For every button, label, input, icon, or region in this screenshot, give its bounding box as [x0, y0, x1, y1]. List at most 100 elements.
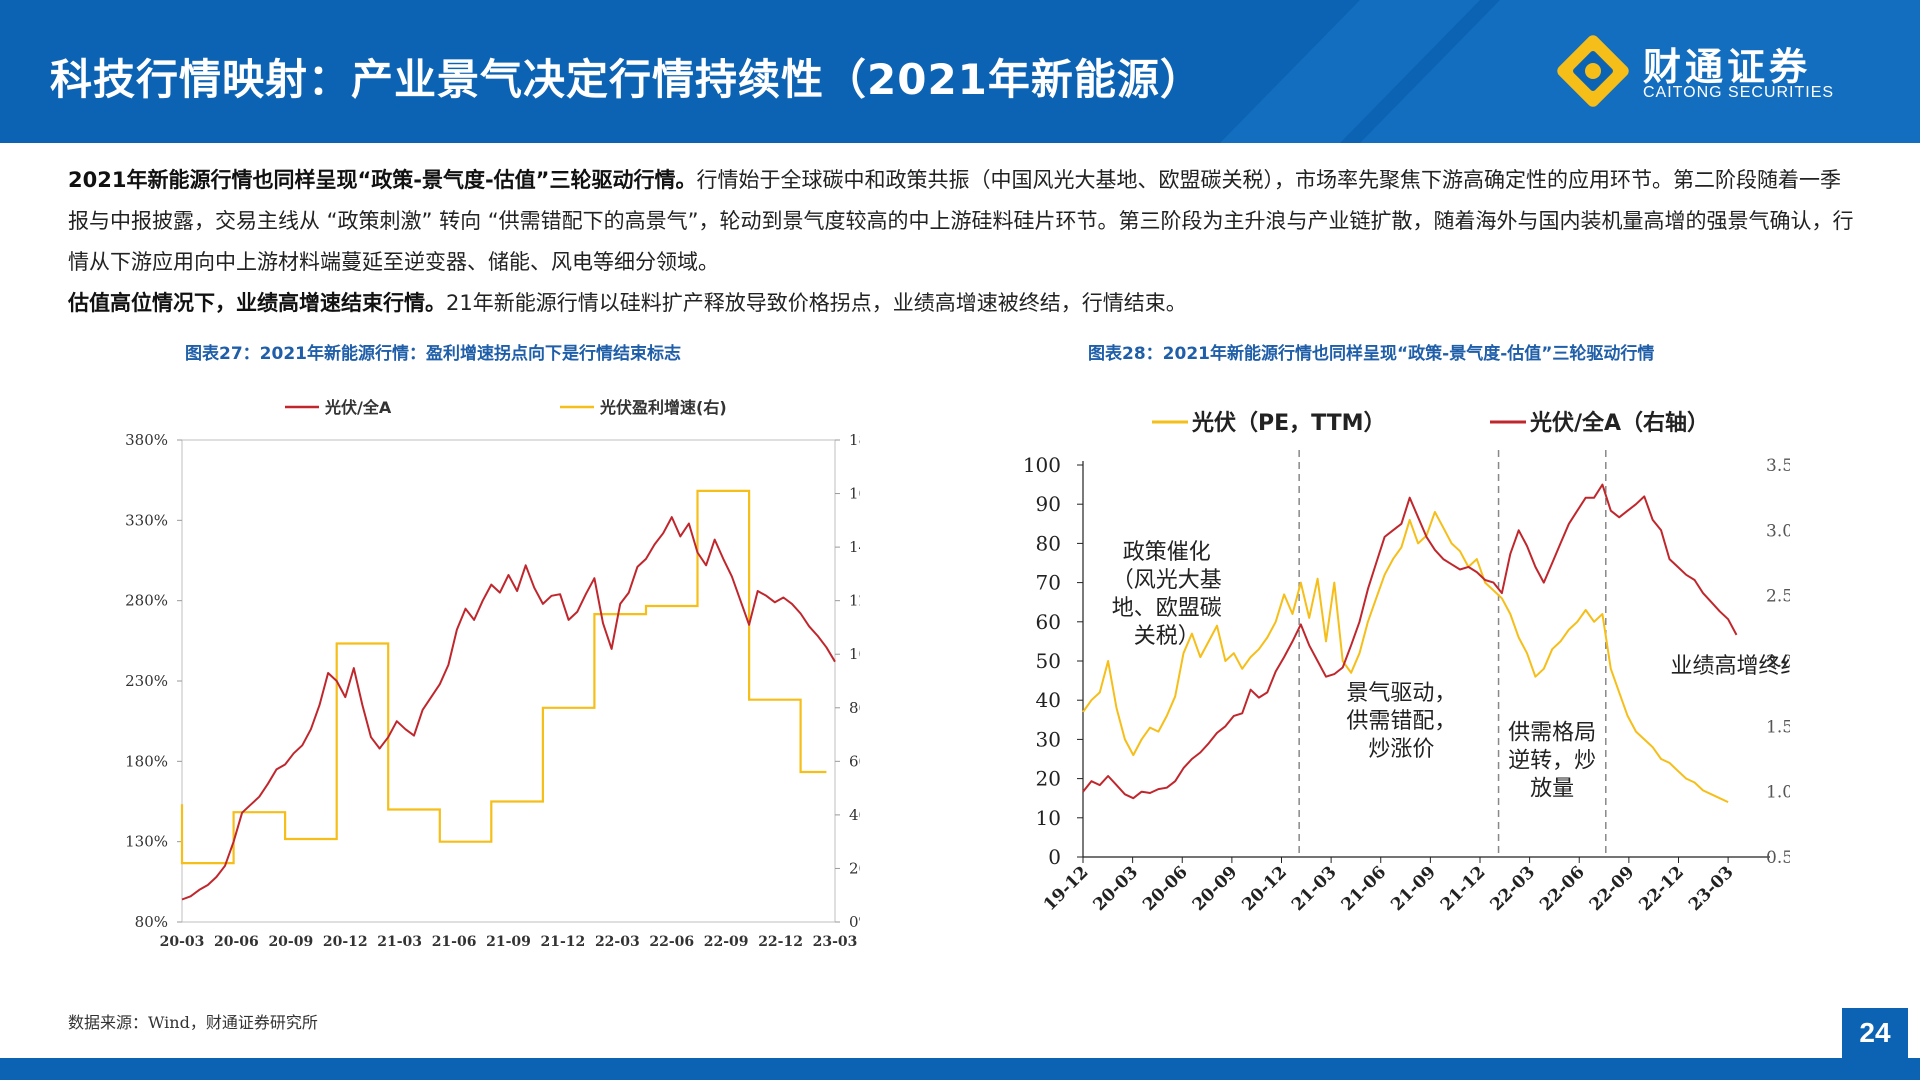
legend-label-1: 光伏/全A（右轴）	[1529, 410, 1709, 436]
y-right-tick-label: 2.0	[1766, 652, 1790, 672]
y-left-tick-label: 10	[1036, 806, 1061, 830]
annotation-1-line-1: 供需错配，	[1346, 709, 1456, 734]
x-tick-label: 21-03	[1288, 862, 1341, 915]
x-tick-label: 20-12	[323, 934, 368, 950]
caitong-logo-icon	[1557, 35, 1629, 107]
y-left-tick-label: 70	[1036, 571, 1061, 595]
annotation-0-line-0: 政策催化	[1123, 540, 1211, 565]
x-tick-label: 20-06	[1139, 862, 1192, 915]
y-left-tick-label: 380%	[125, 431, 168, 449]
y-right-tick-label: 3.0	[1766, 521, 1790, 541]
y-left-tick-label: 50	[1036, 649, 1061, 673]
x-tick-label: 22-06	[649, 934, 694, 950]
y-right-tick-label: 140%	[849, 538, 860, 556]
plot-frame	[181, 439, 836, 923]
y-left-tick-label: 90	[1036, 492, 1061, 516]
y-left-tick-label: 40	[1036, 688, 1061, 712]
annotation-3-line-0: 业绩高增终结	[1670, 654, 1790, 679]
chart-left-caption: 图表27：2021年新能源行情：盈利增速拐点向下是行情结束标志	[185, 344, 681, 364]
legend-label-0: 光伏（PE，TTM）	[1191, 410, 1386, 436]
y-left-tick-label: 0	[1048, 845, 1061, 869]
annotation-0-line-3: 关税）	[1134, 624, 1200, 649]
paragraph-1: 2021年新能源行情也同样呈现“政策-景气度-估值”三轮驱动行情。行情始于全球碳…	[68, 160, 1858, 283]
legend-label-1: 光伏盈利增速(右)	[599, 398, 727, 417]
header-bar: 科技行情映射：产业景气决定行情持续性（2021年新能源） 财通证券 CAITON…	[0, 0, 1920, 143]
x-tick-label: 21-09	[486, 934, 531, 950]
legend-label-0: 光伏/全A	[324, 398, 392, 417]
x-tick-label: 21-12	[541, 934, 586, 950]
annotation-0-line-1: （风光大基	[1112, 568, 1222, 593]
chart-left: 光伏/全A 光伏盈利增速(右) 80% 130% 180% 230% 280% 330% 380…	[125, 398, 860, 950]
series-earnings-growth-line	[180, 489, 827, 865]
y-left-tick-label: 20	[1036, 767, 1061, 791]
y-left-tick-label: 60	[1036, 610, 1061, 634]
x-tick-label: 23-03	[1685, 862, 1738, 915]
x-tick-label: 23-03	[813, 934, 858, 950]
header-decoration	[1220, 0, 1920, 143]
y-left-tick-label: 180%	[125, 752, 168, 770]
x-tick-label: 20-06	[214, 934, 259, 950]
y-left-tick-label: 30	[1036, 727, 1061, 751]
x-tick-label: 20-03	[160, 934, 205, 950]
y-left-tick-label: 100	[1023, 453, 1061, 477]
y-left-tick-label: 230%	[125, 672, 168, 690]
page-title: 科技行情映射：产业景气决定行情持续性（2021年新能源）	[50, 55, 1203, 104]
y-left-tick-label: 80%	[135, 913, 168, 931]
y-left-tick-label: 80	[1036, 531, 1061, 555]
y-right-tick-label: 60%	[849, 752, 860, 770]
paragraph-2: 估值高位情况下，业绩高增速结束行情。21年新能源行情以硅料扩产释放导致价格拐点，…	[68, 283, 1858, 324]
y-right-tick-label: 100%	[849, 645, 860, 663]
footer-bar	[0, 1058, 1920, 1080]
annotation-0-line-2: 地、欧盟碳	[1112, 596, 1222, 621]
annotation-1-line-2: 炒涨价	[1368, 737, 1434, 762]
annotation-2-line-2: 放量	[1530, 776, 1574, 801]
y-right-tick-label: 180%	[849, 431, 860, 449]
x-tick-label: 22-09	[1586, 862, 1639, 915]
x-tick-label: 21-06	[1338, 862, 1391, 915]
annotation-1-line-0: 景气驱动，	[1346, 681, 1456, 706]
y-right-tick-label: 3.5	[1766, 456, 1790, 476]
x-tick-label: 21-03	[377, 934, 422, 950]
y-right-tick-label: 160%	[849, 485, 860, 503]
series-pv-vs-a-line	[181, 516, 836, 901]
chart-right-caption: 图表28：2021年新能源行情也同样呈现“政策-景气度-估值”三轮驱动行情	[1088, 344, 1655, 364]
x-tick-label: 22-06	[1536, 862, 1589, 915]
series-pv-vs-a-line	[1082, 483, 1738, 800]
logo-text-en: CAITONG SECURITIES	[1643, 84, 1835, 101]
x-tick-label: 19-12	[1040, 862, 1093, 915]
series-pe-ttm-line	[1082, 511, 1729, 804]
y-right-tick-label: 2.5	[1766, 587, 1790, 607]
chart-right: 光伏（PE，TTM） 光伏/全A（右轴） 0 10 20 30 40 50 60 70 80 90 10…	[1023, 410, 1790, 915]
x-tick-label: 21-09	[1387, 862, 1440, 915]
x-tick-label: 22-09	[704, 934, 749, 950]
y-right-tick-label: 1.0	[1766, 783, 1790, 803]
x-tick-label: 22-03	[1487, 862, 1540, 915]
paragraph-1-bold: 2021年新能源行情也同样呈现“政策-景气度-估值”三轮驱动行情。	[68, 168, 697, 192]
y-right-tick-label: 80%	[849, 699, 860, 717]
x-tick-label: 20-03	[1090, 862, 1143, 915]
paragraph-1-text: 行情始于全球碳中和政策共振（中国风光大基地、欧盟碳关税），市场率先聚焦下游高确定…	[68, 168, 1854, 274]
paragraph-2-bold: 估值高位情况下，业绩高增速结束行情。	[68, 291, 446, 315]
y-right-tick-label: 0.5	[1766, 848, 1790, 868]
x-tick-label: 22-12	[1635, 862, 1688, 915]
caitong-logo: 财通证券 CAITONG SECURITIES	[1556, 34, 1856, 108]
x-tick-label: 21-12	[1437, 862, 1490, 915]
y-right-tick-label: 0%	[849, 913, 860, 931]
x-tick-label: 20-09	[1189, 862, 1242, 915]
data-source: 数据来源：Wind，财通证券研究所	[68, 1013, 318, 1032]
paragraph-2-text: 21年新能源行情以硅料扩产释放导致价格拐点，业绩高增速被终结，行情结束。	[446, 291, 1187, 315]
y-right-tick-label: 20%	[849, 859, 860, 877]
y-left-tick-label: 280%	[125, 592, 168, 610]
body-text: 2021年新能源行情也同样呈现“政策-景气度-估值”三轮驱动行情。行情始于全球碳…	[68, 160, 1858, 324]
x-tick-label: 20-09	[268, 934, 313, 950]
annotation-2-line-0: 供需格局	[1508, 720, 1596, 745]
logo-text-cn: 财通证券	[1643, 45, 1812, 89]
y-right-tick-label: 1.5	[1766, 717, 1790, 737]
page-number: 24	[1842, 1008, 1908, 1058]
x-tick-label: 21-06	[432, 934, 477, 950]
y-right-tick-label: 120%	[849, 592, 860, 610]
x-tick-label: 20-12	[1238, 862, 1291, 915]
y-right-tick-label: 40%	[849, 806, 860, 824]
y-left-tick-label: 130%	[125, 833, 168, 851]
annotation-2-line-1: 逆转，炒	[1508, 748, 1596, 773]
